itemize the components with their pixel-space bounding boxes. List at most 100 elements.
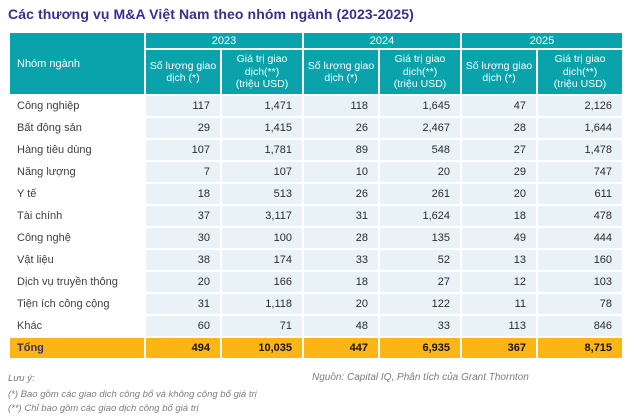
cell-value: 20 [460,182,539,206]
cell-value: 20 [302,292,381,316]
row-label: Công nghiệp [8,94,146,118]
notes-block: Lưu ý: (*) Bao gồm các giao dịch công bố… [8,372,632,417]
cell-value: 12 [460,270,539,294]
cell-value: 11 [460,292,539,316]
cell-value: 26 [302,116,381,140]
total-value: 367 [460,336,539,360]
column-header-count-2025: Số lượng giao dịch (*) [460,48,539,96]
table-row: Hàng tiêu dùng 107 1,781 89 548 27 1,478 [8,138,625,162]
cell-value: 60 [144,314,222,338]
notes-heading: Lưu ý: [8,373,35,384]
table-row: Vật liệu 38 174 33 52 13 160 [8,248,625,272]
year-header-2025: 2025 [460,31,625,50]
row-label: Y tế [8,182,146,206]
cell-value: 1,624 [378,204,463,228]
cell-value: 118 [302,94,381,118]
column-header-value-2025: Giá trị giao dịch(**) (triệu USD) [536,48,625,96]
row-label: Năng lượng [8,160,146,184]
column-header-count-2023: Số lượng giao dịch (*) [144,48,222,96]
cell-value: 33 [302,248,381,272]
cell-value: 107 [144,138,222,162]
table-row: Công nghiệp 117 1,471 118 1,645 47 2,126 [8,94,625,118]
cell-value: 548 [378,138,463,162]
row-label: Bất động sản [8,116,146,140]
row-label: Dịch vụ truyền thông [8,270,146,294]
footnotes: Lưu ý: (*) Bao gồm các giao dịch công bố… [8,372,632,417]
table-row: Dịch vụ truyền thông 20 166 18 27 12 103 [8,270,625,294]
year-header-2023: 2023 [143,31,305,50]
cell-value: 13 [460,248,539,272]
total-value: 10,035 [219,336,305,360]
cell-value: 1,118 [219,292,305,316]
table-row: Khác 60 71 48 33 113 846 [8,314,625,338]
column-header-value-2024: Giá trị giao dịch(**) (triệu USD) [378,48,463,96]
cell-value: 611 [536,182,625,206]
cell-value: 3,117 [219,204,305,228]
cell-value: 49 [460,226,539,250]
cell-value: 103 [536,270,625,294]
total-row: Tổng 494 10,035 447 6,935 367 8,715 [8,336,625,360]
row-label: Vật liệu [8,248,146,272]
cell-value: 166 [219,270,305,294]
total-value: 6,935 [378,336,463,360]
cell-value: 122 [378,292,463,316]
cell-value: 28 [460,116,539,140]
cell-value: 18 [302,270,381,294]
cell-value: 27 [378,270,463,294]
ma-deals-table: Nhóm ngành 2023 2024 2025 Số lượng giao … [8,31,625,360]
cell-value: 117 [144,94,222,118]
cell-value: 1,415 [219,116,305,140]
column-header-value-2023: Giá trị giao dịch(**) (triệu USD) [219,48,305,96]
cell-value: 10 [302,160,381,184]
cell-value: 29 [460,160,539,184]
page-title: Các thương vụ M&A Việt Nam theo nhóm ngà… [8,6,414,22]
cell-value: 26 [302,182,381,206]
footnote-2: (**) Chỉ bao gồm các giao dịch công bố g… [8,403,199,414]
cell-value: 444 [536,226,625,250]
cell-value: 2,467 [378,116,463,140]
table-row: Công nghệ 30 100 28 135 49 444 [8,226,625,250]
cell-value: 48 [302,314,381,338]
cell-value: 478 [536,204,625,228]
cell-value: 20 [144,270,222,294]
year-header-row: Nhóm ngành 2023 2024 2025 [8,31,625,96]
cell-value: 2,126 [536,94,625,118]
total-value: 447 [302,336,381,360]
cell-value: 7 [144,160,222,184]
cell-value: 18 [460,204,539,228]
cell-value: 78 [536,292,625,316]
row-label: Tài chính [8,204,146,228]
cell-value: 52 [378,248,463,272]
cell-value: 1,644 [536,116,625,140]
cell-value: 113 [460,314,539,338]
cell-value: 27 [460,138,539,162]
cell-value: 107 [219,160,305,184]
cell-value: 174 [219,248,305,272]
total-value: 8,715 [536,336,625,360]
cell-value: 261 [378,182,463,206]
cell-value: 38 [144,248,222,272]
cell-value: 37 [144,204,222,228]
cell-value: 1,478 [536,138,625,162]
table-row: Tiện ích công cộng 31 1,118 20 122 11 78 [8,292,625,316]
cell-value: 513 [219,182,305,206]
cell-value: 1,471 [219,94,305,118]
cell-value: 47 [460,94,539,118]
table-row: Tài chính 37 3,117 31 1,624 18 478 [8,204,625,228]
cell-value: 31 [302,204,381,228]
total-label: Tổng [8,336,146,360]
cell-value: 1,645 [378,94,463,118]
column-header-industry: Nhóm ngành [8,31,146,96]
source-note: Nguồn: Capital IQ, Phân tích của Grant T… [312,372,529,383]
column-header-count-2024: Số lượng giao dịch (*) [302,48,381,96]
cell-value: 20 [378,160,463,184]
cell-value: 747 [536,160,625,184]
cell-value: 135 [378,226,463,250]
cell-value: 30 [144,226,222,250]
cell-value: 1,781 [219,138,305,162]
cell-value: 33 [378,314,463,338]
row-label: Công nghệ [8,226,146,250]
cell-value: 29 [144,116,222,140]
cell-value: 100 [219,226,305,250]
row-label: Hàng tiêu dùng [8,138,146,162]
